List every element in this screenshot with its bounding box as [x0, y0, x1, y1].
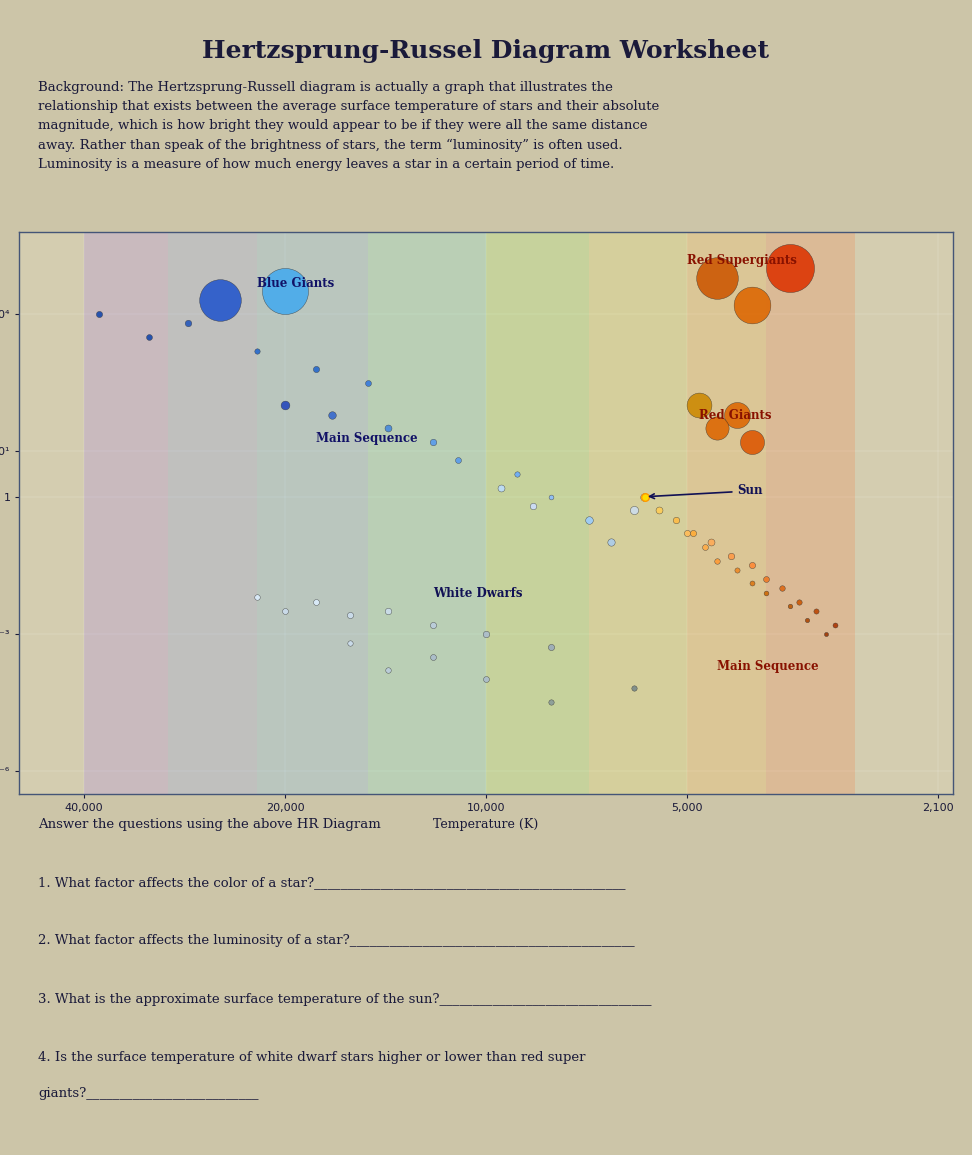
Point	[697, 538, 712, 557]
Point	[775, 579, 790, 597]
Point	[426, 647, 441, 665]
Text: Answer the questions using the above HR Diagram: Answer the questions using the above HR …	[38, 818, 381, 830]
Bar	[767, 232, 855, 793]
Point	[426, 433, 441, 452]
Point	[679, 524, 695, 543]
Point	[685, 524, 701, 543]
Bar	[85, 232, 167, 793]
Text: Background: The Hertzsprung-Russell diagram is actually a graph that illustrates: Background: The Hertzsprung-Russell diag…	[38, 81, 659, 171]
Point	[361, 373, 376, 392]
Point	[525, 497, 540, 515]
Point	[250, 588, 265, 606]
Point	[478, 670, 494, 688]
Point	[651, 501, 667, 520]
Text: Main Sequence: Main Sequence	[316, 432, 417, 445]
Point	[636, 487, 651, 506]
Point	[704, 534, 719, 552]
Point	[543, 639, 559, 657]
Point	[691, 396, 707, 415]
Point	[809, 602, 824, 620]
Point	[493, 478, 508, 497]
X-axis label: Temperature (K): Temperature (K)	[434, 818, 538, 832]
Point	[744, 556, 759, 574]
Text: 2. What factor affects the luminosity of a star?________________________________: 2. What factor affects the luminosity of…	[38, 934, 635, 947]
Point	[723, 546, 739, 565]
Bar	[486, 232, 589, 793]
Point	[426, 616, 441, 634]
Point	[325, 405, 340, 424]
Point	[710, 419, 725, 438]
Text: Blue Giants: Blue Giants	[258, 277, 334, 290]
Point	[638, 487, 653, 506]
Point	[342, 634, 358, 653]
Point	[744, 574, 759, 593]
Text: Main Sequence: Main Sequence	[717, 661, 819, 673]
Point	[277, 282, 293, 300]
Point	[308, 593, 324, 611]
Point	[91, 305, 107, 323]
Point	[581, 511, 597, 529]
Text: Red Giants: Red Giants	[699, 409, 771, 422]
Point	[710, 268, 725, 286]
Point	[759, 569, 775, 588]
Point	[250, 342, 265, 360]
Point	[141, 328, 156, 346]
Point	[381, 602, 397, 620]
Text: Sun: Sun	[649, 484, 763, 499]
Bar	[589, 232, 687, 793]
Bar	[687, 232, 767, 793]
Point	[744, 433, 759, 452]
Point	[626, 501, 642, 520]
Point	[791, 593, 807, 611]
Point	[213, 291, 228, 310]
Bar	[368, 232, 486, 793]
Point	[817, 625, 833, 643]
Point	[603, 534, 618, 552]
Point	[759, 583, 775, 602]
Text: Hertzsprung-Russel Diagram Worksheet: Hertzsprung-Russel Diagram Worksheet	[202, 38, 770, 62]
Point	[626, 679, 642, 698]
Point	[451, 450, 467, 469]
Point	[543, 487, 559, 506]
Bar	[258, 232, 368, 793]
Text: 3. What is the approximate surface temperature of the sun?______________________: 3. What is the approximate surface tempe…	[38, 992, 651, 1006]
Text: Red Supergiants: Red Supergiants	[687, 254, 797, 267]
Point	[277, 396, 293, 415]
Point	[342, 606, 358, 625]
Point	[710, 551, 725, 569]
Text: 1. What factor affects the color of a star?_____________________________________: 1. What factor affects the color of a st…	[38, 875, 626, 889]
Point	[668, 511, 683, 529]
Point	[730, 560, 746, 579]
Point	[308, 359, 324, 378]
Point	[381, 661, 397, 679]
Point	[180, 314, 195, 333]
Point	[508, 464, 524, 483]
Point	[478, 625, 494, 643]
Point	[782, 259, 798, 277]
Point	[543, 693, 559, 711]
Point	[381, 419, 397, 438]
Point	[800, 611, 816, 629]
Point	[730, 405, 746, 424]
Point	[277, 602, 293, 620]
Text: 4. Is the surface temperature of white dwarf stars higher or lower than red supe: 4. Is the surface temperature of white d…	[38, 1051, 585, 1100]
Text: White Dwarfs: White Dwarfs	[434, 587, 523, 601]
Point	[827, 616, 843, 634]
Point	[744, 296, 759, 314]
Bar	[167, 232, 258, 793]
Point	[782, 597, 798, 616]
